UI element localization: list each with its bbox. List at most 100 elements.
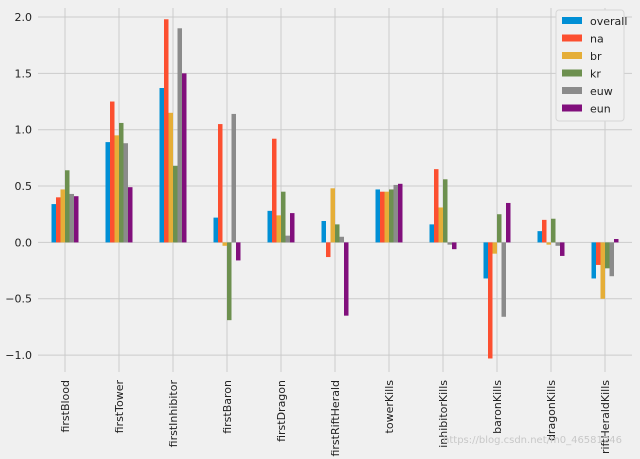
bar-overall-riftHeraldKills: [591, 242, 596, 279]
bar-eun-dragonKills: [560, 242, 565, 256]
legend-swatch-euw: [562, 87, 582, 94]
y-tick-label: 2.0: [15, 11, 33, 24]
bar-br-dragonKills: [546, 242, 551, 245]
bar-overall-towerKills: [375, 189, 380, 243]
bar-overall-firstBlood: [51, 204, 56, 243]
bar-eun-riftHeraldKills: [614, 239, 619, 243]
y-tick-label: −0.5: [5, 293, 32, 306]
legend-label-na: na: [590, 33, 604, 46]
bar-br-inhibitorKills: [438, 207, 443, 243]
bar-kr-firstTower: [119, 122, 124, 243]
bar-eun-firstDragon: [290, 213, 295, 243]
bar-br-firstBlood: [60, 189, 65, 243]
bar-na-firstDragon: [272, 138, 277, 243]
bar-br-firstBaron: [222, 242, 227, 246]
watermark-text: https://blog.csdn.net/m0_46581246: [443, 435, 622, 446]
x-tick-label: towerKills: [383, 380, 396, 434]
bar-overall-baronKills: [483, 242, 488, 279]
bar-kr-firstDragon: [281, 191, 286, 243]
bar-euw-inhibitorKills: [447, 242, 452, 245]
bar-eun-baronKills: [506, 202, 511, 243]
bar-br-firstTower: [114, 135, 119, 243]
bar-br-riftHeraldKills: [600, 242, 605, 299]
bar-euw-firstTower: [123, 143, 128, 243]
bar-eun-inhibitorKills: [452, 242, 457, 250]
bar-na-firstBlood: [56, 197, 61, 243]
bar-na-firstInhibitor: [164, 19, 169, 243]
bar-br-baronKills: [492, 242, 497, 254]
bar-br-towerKills: [384, 191, 389, 243]
bar-euw-dragonKills: [555, 242, 560, 246]
bar-euw-riftHeraldKills: [609, 242, 614, 277]
y-tick-label: −1.0: [5, 349, 32, 362]
legend-label-kr: kr: [590, 68, 601, 81]
bar-na-baronKills: [488, 242, 493, 359]
bar-kr-firstBlood: [65, 170, 70, 243]
x-tick-label: firstRiftHerald: [329, 380, 342, 457]
bar-kr-inhibitorKills: [443, 179, 448, 243]
bar-kr-dragonKills: [551, 218, 556, 243]
x-tick-label: firstTower: [113, 380, 126, 434]
bar-na-riftHeraldKills: [596, 242, 601, 265]
bars: [51, 19, 619, 359]
bar-overall-firstDragon: [267, 210, 272, 243]
bar-euw-firstBlood: [69, 193, 74, 243]
bar-kr-baronKills: [497, 214, 502, 243]
legend-swatch-br: [562, 52, 582, 59]
y-tick-label: 1.0: [15, 124, 33, 137]
legend-swatch-na: [562, 34, 582, 42]
legend-swatch-kr: [562, 69, 582, 77]
x-tick-label: firstBaron: [221, 380, 234, 434]
bar-eun-towerKills: [398, 183, 403, 243]
bar-overall-firstRiftHerald: [321, 220, 326, 243]
bar-euw-firstRiftHerald: [339, 236, 344, 243]
legend-swatch-overall: [562, 17, 582, 24]
bar-br-firstDragon: [276, 215, 281, 243]
bar-overall-dragonKills: [537, 231, 542, 243]
bar-na-dragonKills: [542, 219, 547, 243]
legend-label-overall: overall: [590, 15, 627, 28]
bar-overall-firstTower: [105, 142, 110, 243]
x-tick-label: riftHeraldKills: [599, 380, 612, 454]
bar-overall-firstInhibitor: [159, 88, 164, 243]
y-axis: −1.0 −0.5 0.0 0.5 1.0 1.5 2.0: [5, 11, 32, 362]
x-tick-label: dragonKills: [545, 380, 558, 441]
x-tick-label: firstDragon: [275, 380, 288, 442]
legend: overall na br kr euw eun: [555, 9, 627, 122]
bar-eun-firstBlood: [74, 196, 79, 243]
bar-kr-firstInhibitor: [173, 165, 178, 243]
bar-kr-firstRiftHerald: [335, 224, 340, 243]
x-tick-label: firstBlood: [59, 380, 72, 433]
bar-euw-firstDragon: [285, 235, 290, 243]
legend-label-euw: euw: [590, 85, 613, 98]
legend-swatch-eun: [562, 104, 582, 112]
bar-eun-firstRiftHerald: [344, 242, 349, 316]
bar-br-firstInhibitor: [168, 112, 173, 243]
bar-euw-firstInhibitor: [177, 28, 182, 243]
bar-overall-inhibitorKills: [429, 224, 434, 243]
bar-eun-firstTower: [128, 187, 133, 243]
bar-na-inhibitorKills: [434, 169, 439, 243]
x-tick-label: firstInhibitor: [167, 380, 180, 448]
bar-br-firstRiftHerald: [330, 188, 335, 243]
bar-kr-firstBaron: [227, 242, 232, 321]
x-tick-label: baronKills: [491, 380, 504, 434]
y-tick-label: 1.5: [15, 67, 33, 80]
bar-overall-firstBaron: [213, 217, 218, 243]
bar-na-firstRiftHerald: [326, 242, 331, 258]
legend-label-eun: eun: [590, 103, 611, 116]
y-tick-label: 0.5: [15, 180, 33, 193]
legend-label-br: br: [590, 50, 602, 63]
bar-na-firstBaron: [218, 124, 223, 243]
bar-na-towerKills: [380, 191, 385, 243]
bar-eun-firstBaron: [236, 242, 241, 261]
bar-euw-baronKills: [501, 242, 506, 317]
bar-na-firstTower: [110, 101, 115, 243]
bar-kr-riftHeraldKills: [605, 242, 610, 269]
bar-eun-firstInhibitor: [182, 73, 187, 243]
x-tick-label: inhibitorKills: [437, 380, 450, 448]
y-tick-label: 0.0: [15, 236, 33, 249]
bar-euw-firstBaron: [231, 113, 236, 243]
